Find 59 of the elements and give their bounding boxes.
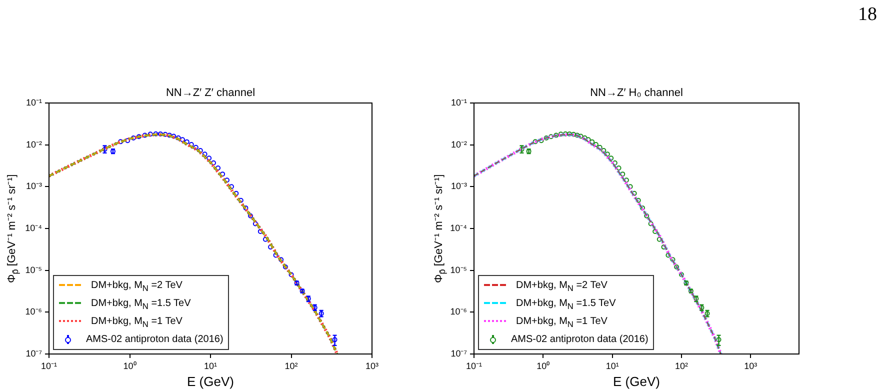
- y-tick-label: 10⁻⁵: [25, 264, 42, 275]
- legend-label: DM+bkg, M$_{N}$ =2 TeV: [516, 280, 608, 293]
- legend-label: DM+bkg, M$_{N}$ =1.5 TeV: [516, 298, 616, 311]
- y-tick-label: 10⁻⁷: [450, 348, 467, 358]
- y-tick-label: 10⁻⁶: [25, 306, 42, 317]
- point: [586, 137, 591, 142]
- point: [636, 198, 641, 203]
- x-tick-label: 10³: [365, 360, 379, 371]
- point: [656, 236, 662, 242]
- x-tick-label: 10⁻¹: [466, 360, 482, 371]
- legend-label: AMS-02 antiproton data (2016): [511, 334, 648, 345]
- y-tick-label: 10⁻⁴: [450, 222, 468, 233]
- x-tick-label: 10³: [744, 360, 758, 371]
- point: [604, 152, 610, 157]
- point: [544, 135, 549, 140]
- point: [620, 172, 626, 177]
- legend-label: DM+bkg, M$_{N}$ =1 TeV: [516, 316, 608, 329]
- x-tick-label: 10²: [284, 360, 298, 371]
- point: [648, 221, 654, 226]
- point: [678, 272, 684, 278]
- point: [548, 134, 554, 140]
- y-tick-label: 10⁻²: [26, 139, 42, 150]
- point: [674, 264, 680, 270]
- point: [590, 139, 595, 144]
- x-tick-label: 10²: [674, 360, 688, 371]
- point: [616, 165, 622, 170]
- point: [652, 228, 658, 234]
- y-tick-label: 10⁻³: [26, 181, 42, 192]
- point: [632, 190, 637, 196]
- y-tick-label: 10⁻⁶: [450, 306, 468, 317]
- chart-title: NN→Z′ H₀ channel: [590, 87, 683, 99]
- legend-label: AMS-02 antiproton data (2016): [86, 334, 224, 345]
- y-tick-label: 10⁻⁷: [26, 348, 42, 358]
- x-axis-title: E (GeV): [187, 374, 234, 389]
- y-tick-label: 10⁻²: [450, 139, 467, 150]
- y-tick-label: 10⁻³: [450, 181, 467, 192]
- point: [670, 257, 676, 262]
- x-tick-label: 10⁰: [123, 360, 136, 371]
- y-tick-label: 10⁻¹: [450, 97, 467, 108]
- legend-label: DM+bkg, M$_{N}$ =2 TeV: [91, 280, 182, 293]
- point: [644, 213, 650, 218]
- point: [612, 160, 618, 166]
- y-tick-label: 10⁻⁵: [450, 264, 468, 275]
- y-tick-label: 10⁻¹: [26, 97, 42, 108]
- legend-label: DM+bkg, M$_{N}$ =1.5 TeV: [91, 298, 191, 311]
- x-tick-label: 10⁻¹: [40, 360, 58, 371]
- point: [661, 244, 666, 250]
- text: 18: [858, 4, 877, 26]
- point: [601, 148, 606, 154]
- x-axis-title: E (GeV): [613, 374, 660, 389]
- point: [640, 205, 645, 210]
- y-tick-label: 10⁻⁴: [25, 222, 42, 233]
- legend-label: DM+bkg, M$_{N}$ =1 TeV: [91, 316, 182, 329]
- point: [538, 138, 544, 144]
- x-tick-label: 10⁰: [536, 360, 550, 371]
- point: [593, 142, 598, 147]
- chart-title: NN→Z′ Z′ channel: [166, 87, 256, 99]
- x-tick-label: 10¹: [204, 360, 218, 371]
- x-tick-label: 10¹: [606, 360, 619, 371]
